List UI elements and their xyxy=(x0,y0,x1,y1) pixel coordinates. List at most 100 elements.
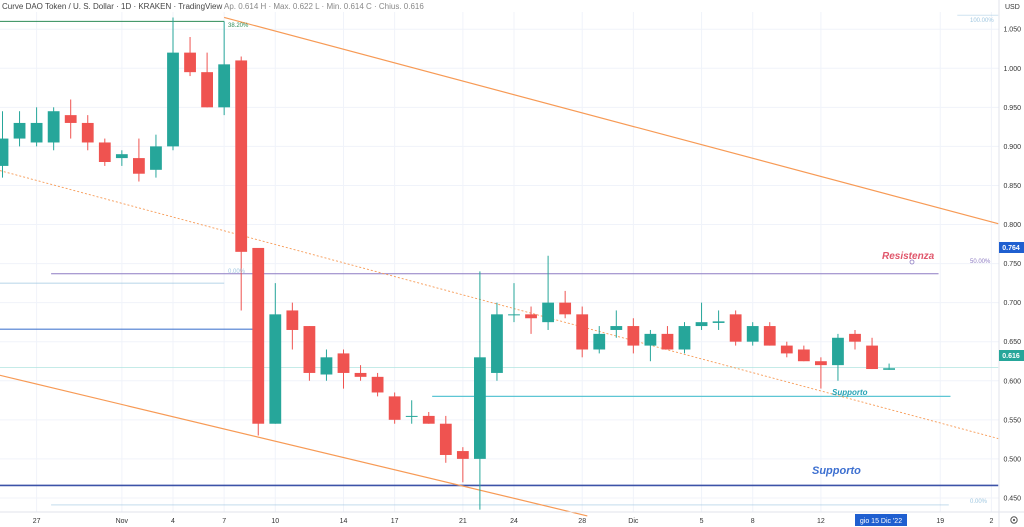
grid xyxy=(0,12,999,512)
symbol-title[interactable]: Curve DAO Token / U. S. Dollar · 1D · KR… xyxy=(2,2,223,11)
candle-body xyxy=(47,111,60,143)
candle-body xyxy=(661,333,674,350)
candle-body xyxy=(13,122,26,139)
candle-body xyxy=(439,423,452,455)
candle-body xyxy=(218,64,231,108)
fib-382-label: 38.20% xyxy=(228,23,249,29)
candle-body xyxy=(133,158,145,174)
fib-0-label: 0.00% xyxy=(970,499,988,505)
candle-body xyxy=(0,138,9,166)
x-tick-label: 7 xyxy=(222,518,226,525)
candle-body xyxy=(235,60,248,252)
candle-body xyxy=(695,322,708,327)
y-tick-label: 0.800 xyxy=(1003,222,1021,229)
candle-body xyxy=(269,314,282,424)
price-label-last-box xyxy=(999,350,1024,361)
y-tick-label: 0.650 xyxy=(1003,339,1021,346)
candle-body xyxy=(815,361,827,366)
chart-header: Curve DAO Token / U. S. Dollar · 1D · KR… xyxy=(2,2,424,11)
x-tick-label: 21 xyxy=(459,518,467,525)
candle-body xyxy=(64,115,77,123)
candle-body xyxy=(712,321,725,323)
candle-body xyxy=(491,314,503,373)
candle-body xyxy=(184,52,196,73)
mid-trendline xyxy=(0,170,999,439)
candle-body xyxy=(508,314,520,316)
x-tick-label: 27 xyxy=(33,518,41,525)
support-lower-label: Supporto xyxy=(812,465,861,477)
y-tick-label: 0.850 xyxy=(1003,183,1021,190)
y-tick-label: 0.700 xyxy=(1003,300,1021,307)
candle-body xyxy=(354,372,367,377)
crosshair-date-label: gio 15 Dic '22 xyxy=(860,518,902,525)
support-upper-label: Supporto xyxy=(832,388,868,397)
price-axis[interactable]: 1.050 1.000 0.950 0.900 0.850 0.800 0.750 0.700… xyxy=(998,0,1021,527)
candle-body xyxy=(746,326,759,342)
settings-gear-icon[interactable] xyxy=(1010,516,1018,524)
candle-body xyxy=(320,357,333,375)
candle-body xyxy=(252,247,265,424)
x-tick-label: 5 xyxy=(700,518,704,525)
candle-body xyxy=(371,376,384,393)
x-tick-label: 28 xyxy=(578,518,586,525)
x-tick-label: 10 xyxy=(271,518,279,525)
candle-body xyxy=(729,314,742,342)
drawing-overlays xyxy=(0,14,999,517)
candle-body xyxy=(525,314,537,319)
candle-body xyxy=(201,72,213,108)
candle-body xyxy=(474,357,486,459)
candle-body xyxy=(780,345,793,354)
candle-body xyxy=(422,415,435,424)
candle-body xyxy=(150,146,162,170)
y-tick-label: 0.750 xyxy=(1003,261,1021,268)
candle-body xyxy=(542,302,554,323)
candle-body xyxy=(167,52,179,147)
candle-body xyxy=(832,337,844,366)
support-trendline xyxy=(0,374,588,517)
candle-body xyxy=(627,326,640,346)
y-tick-label: 0.450 xyxy=(1003,495,1021,502)
time-axis[interactable]: 27 Nov 4 7 10 14 17 21 24 28 Dic 5 8 12 19 2 xyxy=(0,511,1024,525)
resistance-handle[interactable] xyxy=(909,259,915,265)
crosshair-date-box xyxy=(855,514,907,526)
fib-0-left-label: 0.00% xyxy=(228,269,246,275)
candle-body xyxy=(286,310,299,330)
price-label-last: 0.616 xyxy=(1002,353,1020,360)
candle-body xyxy=(30,122,43,143)
x-tick-label: 12 xyxy=(817,518,825,525)
candle-body xyxy=(763,326,776,346)
candlesticks xyxy=(0,17,895,510)
y-tick-label: 0.500 xyxy=(1003,456,1021,463)
candle-body xyxy=(81,122,94,143)
resistance-trendline xyxy=(223,16,999,225)
candle-body xyxy=(883,368,895,370)
candle-body xyxy=(593,333,606,350)
x-tick-label: 14 xyxy=(340,518,348,525)
candle-body xyxy=(610,326,623,330)
candle-body xyxy=(98,142,111,162)
x-tick-label: 4 xyxy=(171,518,175,525)
ohlc-values: Ap. 0.614 H · Max. 0.622 L · Min. 0.614 … xyxy=(224,2,424,11)
x-tick-label: 24 xyxy=(510,518,518,525)
x-tick-label: 19 xyxy=(936,518,944,525)
y-tick-label: 1.000 xyxy=(1003,66,1021,73)
y-tick-label: 0.950 xyxy=(1003,105,1021,112)
candle-body xyxy=(388,396,401,420)
candle-body xyxy=(576,314,589,350)
candle-body xyxy=(456,451,469,459)
candle-body xyxy=(559,302,572,315)
candle-body xyxy=(405,415,418,417)
x-tick-label: Dic xyxy=(628,518,639,525)
x-tick-label: 8 xyxy=(751,518,755,525)
candle-body xyxy=(115,154,128,159)
x-tick-label: Nov xyxy=(116,518,129,525)
candle-body xyxy=(797,349,810,362)
y-tick-label: 0.550 xyxy=(1003,417,1021,424)
candle-body xyxy=(303,326,316,373)
candle-body xyxy=(849,333,861,342)
price-label-upper-box xyxy=(999,242,1024,253)
resistance-label: Resistenza xyxy=(882,251,935,262)
candle-body xyxy=(678,326,691,350)
currency-label[interactable]: USD xyxy=(1005,4,1020,11)
